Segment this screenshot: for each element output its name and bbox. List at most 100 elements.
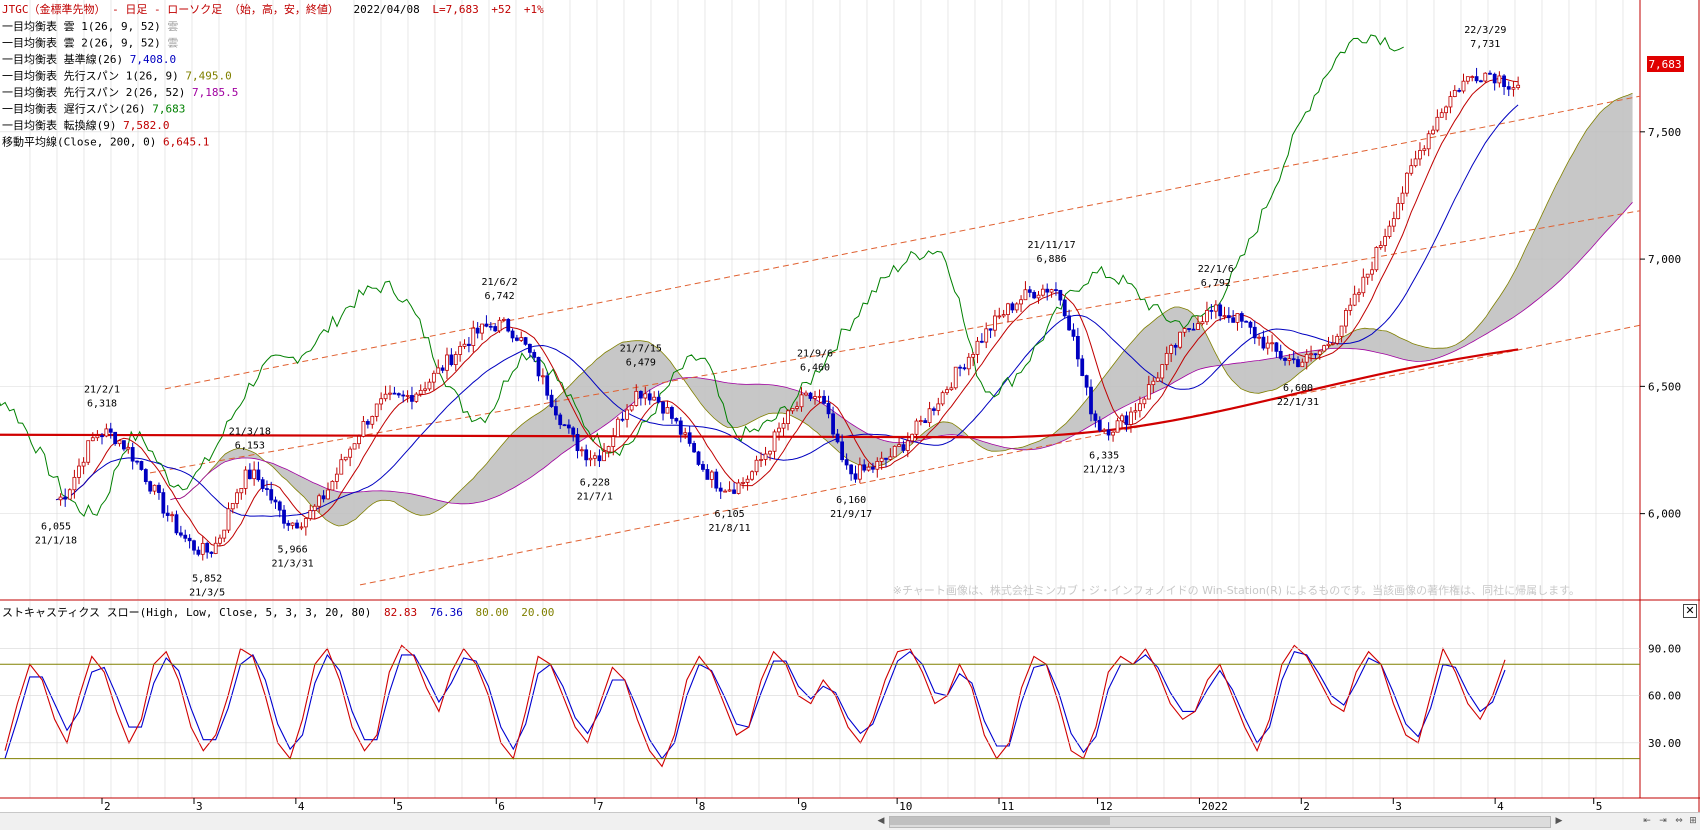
candle-body: [718, 487, 723, 492]
candle-body: [1479, 80, 1483, 83]
stoch-axis: 90.00 60.00 30.00: [0, 643, 1681, 760]
time-tick-label: 5: [396, 800, 403, 812]
header-date: 2022/04/08: [353, 3, 419, 16]
candle-body: [754, 459, 759, 473]
candle-body: [652, 396, 657, 401]
candle-body: [1516, 84, 1521, 89]
candle-body: [1200, 321, 1205, 325]
annotation-date: 22/3/29: [1464, 25, 1506, 36]
scroll-left-icon[interactable]: ◀: [877, 816, 885, 826]
candle-body: [1492, 73, 1497, 84]
candle-body: [1010, 303, 1015, 311]
candle-body: [905, 440, 910, 451]
candle-body: [1435, 116, 1440, 131]
candle-body: [536, 356, 541, 377]
candle-body: [1483, 72, 1488, 82]
candle-body: [90, 437, 95, 442]
candle-body: [161, 492, 166, 514]
candle-body: [643, 393, 648, 399]
candle-body: [1067, 315, 1071, 331]
zoom-fit-icon[interactable]: ⇔: [1675, 816, 1683, 826]
candle-body: [484, 323, 489, 327]
candle-body: [243, 469, 248, 489]
candle-body: [647, 393, 652, 401]
last-price-tag-bg: [1647, 56, 1684, 72]
time-tick-label: 12: [1100, 800, 1113, 812]
candle-body: [1058, 289, 1063, 301]
candle-body: [122, 440, 126, 450]
scroll-right-icon[interactable]: ▶: [1555, 816, 1563, 826]
candle-body: [888, 456, 893, 460]
price-annotations: 6,055 21/1/18 6,318 21/2/1 5,852 21/3/5 6,153 2…: [35, 25, 1506, 598]
annotation-date: 21/8/11: [708, 523, 750, 534]
candle-body: [566, 424, 571, 429]
candle-body: [1019, 299, 1023, 305]
stochastic-lines: [4, 644, 1506, 768]
price-axis: 7,500 7,000 6,500 6,000: [1640, 126, 1681, 521]
candle-body: [1036, 294, 1041, 299]
zoom-in-icon[interactable]: ⇥: [1659, 816, 1667, 826]
candle-body: [1317, 350, 1322, 355]
candle-body: [1497, 75, 1502, 84]
candle-body: [1370, 269, 1374, 275]
candle-body: [510, 330, 515, 339]
candle-body: [875, 461, 880, 470]
candle-body: [945, 389, 949, 394]
candle-body: [1196, 323, 1200, 330]
candle-body: [562, 424, 567, 427]
stoch-d-line: [4, 650, 1506, 760]
candle-body: [1218, 304, 1223, 317]
annotation-date: 21/9/17: [830, 509, 872, 520]
zoom-reset-icon[interactable]: ⊞: [1689, 816, 1697, 826]
candle-body: [1169, 344, 1174, 354]
annotation-value: 6,153: [235, 441, 265, 452]
candle-body: [440, 367, 445, 371]
annotation-date: 21/2/1: [84, 385, 120, 396]
candle-body: [1444, 106, 1448, 114]
stoch-label: ストキャスティクス スロー(High, Low, Close, 5, 3, 3,…: [2, 606, 371, 619]
time-tick-label: 5: [1596, 800, 1603, 812]
candle-body: [892, 445, 897, 458]
candle-body: [462, 343, 467, 347]
candle-body: [884, 457, 888, 460]
scroll-thumb[interactable]: [890, 817, 1110, 825]
stoch-tick-label: 30.00: [1648, 737, 1681, 750]
candle-body: [997, 315, 1002, 318]
candle-body: [949, 387, 954, 391]
candle-body: [670, 407, 674, 419]
candle-body: [606, 446, 611, 453]
candle-body: [795, 406, 799, 409]
candle-body: [932, 408, 936, 411]
candle-body: [269, 489, 274, 501]
candle-body: [634, 390, 639, 406]
candle-body: [81, 461, 86, 467]
candle-body: [370, 416, 375, 425]
indicator-row: 一目均衡表 先行スパン 2(26, 52) 7,185.5: [2, 85, 238, 99]
candle-body: [1032, 291, 1037, 299]
candle-body: [1274, 342, 1279, 352]
candle-body: [252, 469, 257, 480]
candle-body: [897, 444, 901, 447]
candle-body: [1313, 353, 1318, 356]
candle-body: [901, 444, 906, 451]
candle-body: [1084, 375, 1089, 388]
annotation-value: 6,792: [1201, 278, 1231, 289]
candle-body: [277, 501, 282, 511]
candle-body: [629, 405, 634, 411]
candle-body: [759, 459, 763, 461]
annotation-value: 6,160: [836, 495, 866, 506]
close-panel-button[interactable]: ✕: [1683, 604, 1697, 618]
stoch-panel-area: [0, 601, 1640, 798]
annotation-date: 21/12/3: [1083, 464, 1125, 475]
candle-body: [357, 435, 361, 445]
candle-body: [1097, 420, 1102, 431]
annotation-date: 21/9/6: [797, 349, 833, 360]
candle-body: [527, 343, 532, 353]
zoom-out-icon[interactable]: ⇤: [1643, 816, 1651, 826]
horizontal-scrollbar[interactable]: ◀ ▶ ⇤ ⇥ ⇔ ⊞: [0, 812, 1700, 830]
candle-body: [745, 478, 750, 483]
candle-body: [1102, 429, 1107, 432]
candle-body: [1300, 361, 1305, 368]
candle-body: [558, 414, 563, 426]
moving-average-200: [0, 348, 1519, 440]
